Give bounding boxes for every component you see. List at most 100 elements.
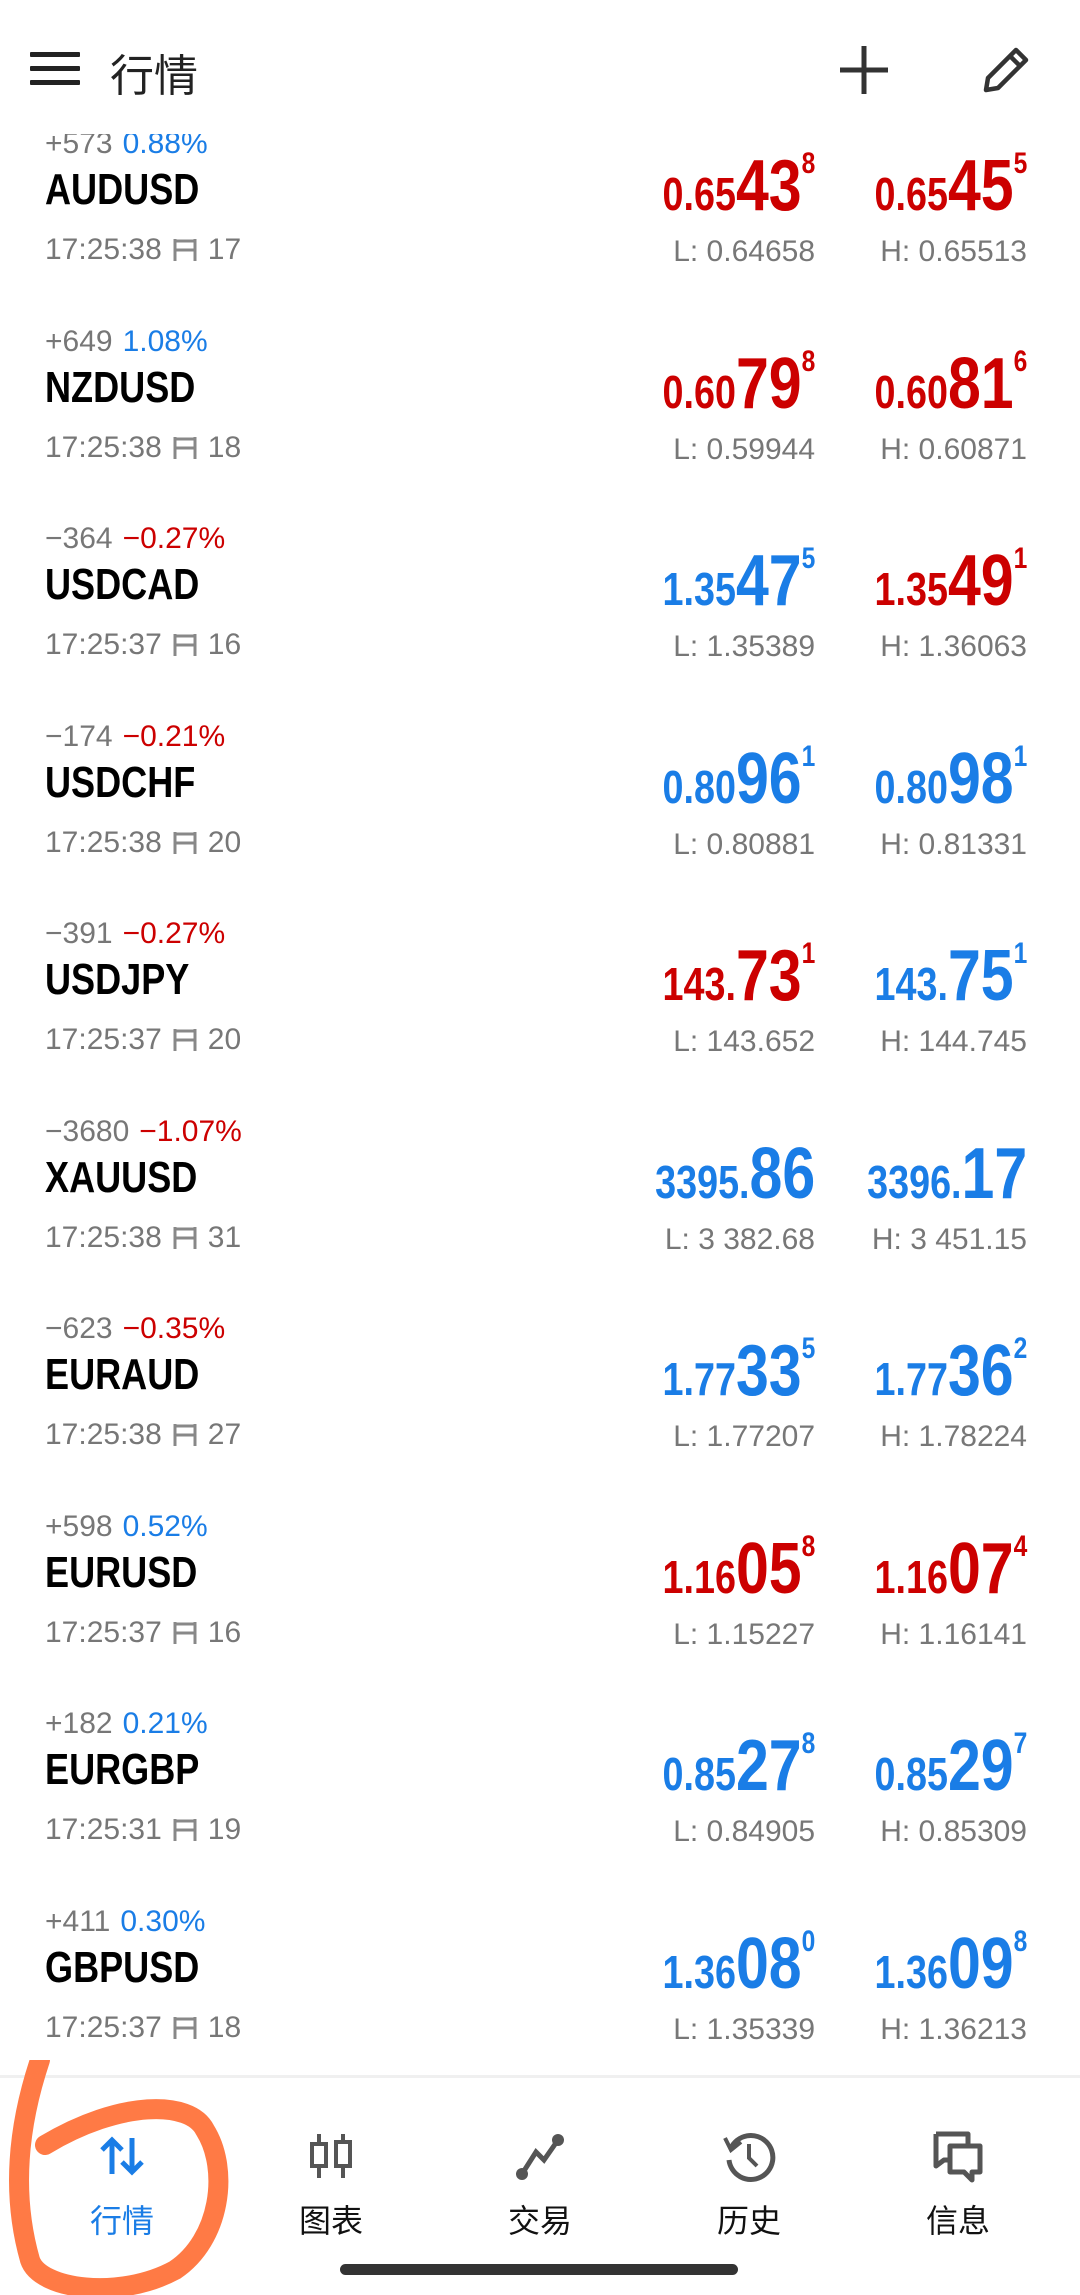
price-pips: 86 [749,1133,815,1214]
price-pips: 49 [947,541,1014,621]
bid-price[interactable]: 0.60798 [662,343,815,425]
price-prefix: 0.80 [874,760,948,813]
change-points: +649 [45,324,113,358]
low-price: L: 0.84905 [673,1815,815,1848]
change-points: +182 [45,1707,113,1740]
change-points: +598 [45,1509,113,1543]
price-prefix: 1.35 [874,563,948,615]
price-prefix: 3395. [654,1155,750,1208]
ask-price[interactable]: 0.85297 [874,1725,1027,1807]
price-pips: 29 [947,1726,1014,1806]
change-points: +411 [45,1904,111,1938]
bid-price[interactable]: 0.65438 [662,145,815,227]
tab-label: 历史 [716,2203,781,2239]
quote-row[interactable]: −174 −0.21% USDCHF 17:25:38 20 0.80961 0.80… [0,710,1080,908]
bid-price[interactable]: 1.35475 [662,540,815,622]
ask-price[interactable]: 1.36098 [874,1923,1027,2005]
ask-price[interactable]: 0.65455 [874,145,1027,227]
hamburger-menu-icon[interactable] [30,52,80,86]
low-price: L: 0.80881 [673,827,815,861]
quote-row[interactable]: +182 0.21% EURGBP 17:25:31 19 0.85278 0.852… [0,1697,1080,1895]
price-pips: 81 [947,343,1014,424]
bid-price[interactable]: 0.85278 [662,1725,815,1807]
price-pips: 07 [947,1528,1014,1609]
tab-candlestick[interactable]: 图表 [251,2128,411,2242]
home-indicator[interactable] [340,2264,738,2275]
quote-row[interactable]: +411 0.30% GBPUSD 17:25:37 18 1.36080 1.360… [0,1895,1080,2093]
price-fraction: 2 [1013,1332,1027,1365]
change-percent: −0.35% [122,1312,226,1345]
plus-icon[interactable] [834,40,894,100]
tab-label: 图表 [298,2203,363,2239]
high-price: H: 0.85309 [880,1815,1027,1848]
ask-price[interactable]: 143.751 [874,935,1027,1017]
tab-history-clock[interactable]: 历史 [669,2128,829,2242]
bid-price[interactable]: 0.80961 [662,738,815,820]
quote-time: 17:25:38 [45,233,162,266]
spread: 17 [207,233,242,266]
quote-meta: 17:25:37 18 [45,2011,241,2045]
tab-trade-line[interactable]: 交易 [460,2128,620,2242]
quote-meta: 17:25:37 16 [45,628,241,662]
spread-icon [173,1029,197,1051]
high-price: H: 0.81331 [880,827,1027,861]
quote-time: 17:25:38 [45,1418,162,1451]
price-pips: 43 [735,146,802,226]
quote-row[interactable]: +598 0.52% EURUSD 17:25:37 16 1.16058 1.160… [0,1500,1080,1698]
quote-time: 17:25:37 [45,628,162,661]
tab-label: 交易 [507,2203,572,2239]
bid-price[interactable]: 3395.86 [655,1133,815,1215]
page-title: 行情 [110,52,198,101]
price-fraction: 8 [801,147,815,180]
ask-price[interactable]: 1.77362 [874,1330,1027,1412]
price-pips: 45 [947,146,1014,226]
high-price: H: 1.78224 [880,1420,1027,1453]
up-down-arrows-icon [100,2136,144,2176]
change: +411 0.30% [45,1905,205,1939]
quote-row[interactable]: +573 0.88% AUDUSD 17:25:38 17 0.65438 0.654… [0,117,1080,315]
price-pips: 33 [735,1331,802,1411]
change-points: −391 [45,917,113,950]
spread-icon [173,1226,197,1249]
symbol: EURGBP [45,1745,200,1794]
ask-price[interactable]: 0.60816 [874,343,1027,425]
symbol: USDCHF [45,757,196,807]
price-fraction: 4 [1013,1529,1027,1563]
ask-price[interactable]: 1.35491 [874,540,1027,622]
change: +649 1.08% [45,325,208,359]
quote-row[interactable]: +649 1.08% NZDUSD 17:25:38 18 0.60798 0.608… [0,315,1080,513]
price-pips: 27 [735,1726,802,1806]
price-fraction: 8 [801,1529,815,1563]
quote-time: 17:25:37 [45,1615,162,1649]
spread: 27 [207,1418,242,1451]
quote-row[interactable]: −623 −0.35% EURAUD 17:25:38 27 1.77335 1.77… [0,1302,1080,1500]
quote-time: 17:25:31 [45,1813,162,1846]
change-percent: −1.07% [139,1114,242,1148]
low-price: L: 1.77207 [673,1420,815,1453]
change: +182 0.21% [45,1707,208,1741]
pencil-icon[interactable] [976,40,1036,100]
quote-row[interactable]: −3680 −1.07% XAUUSD 17:25:38 31 3395.86 339… [0,1105,1080,1303]
ask-price[interactable]: 1.16074 [874,1528,1027,1610]
quote-row[interactable]: −391 −0.27% USDJPY 17:25:37 20 143.731 143.… [0,907,1080,1105]
quote-meta: 17:25:38 31 [45,1221,241,1255]
bottom-nav: 行情 图表 交易 历史 信息 [0,2075,1080,2295]
tab-up-down-arrows[interactable]: 行情 [42,2128,202,2242]
low-price: L: 0.59944 [673,432,815,466]
bid-price[interactable]: 1.36080 [662,1923,815,2005]
price-prefix: 0.80 [662,760,736,813]
low-price: L: 143.652 [673,1025,815,1058]
quote-row[interactable]: −364 −0.27% USDCAD 17:25:37 16 1.35475 1.35… [0,512,1080,710]
tab-chat-bubbles[interactable]: 信息 [878,2128,1038,2242]
price-pips: 09 [947,1923,1014,2004]
bid-price[interactable]: 1.16058 [662,1528,815,1610]
ask-price[interactable]: 0.80981 [874,738,1027,820]
bid-price[interactable]: 143.731 [662,935,815,1017]
quote-list[interactable]: +573 0.88% AUDUSD 17:25:38 17 0.65438 0.654… [0,117,1080,2092]
price-prefix: 0.60 [662,365,736,418]
low-price: L: 1.15227 [673,1617,815,1651]
ask-price[interactable]: 3396.17 [867,1133,1027,1215]
change-points: −174 [45,719,113,753]
bid-price[interactable]: 1.77335 [662,1330,815,1412]
price-prefix: 1.77 [874,1353,948,1405]
